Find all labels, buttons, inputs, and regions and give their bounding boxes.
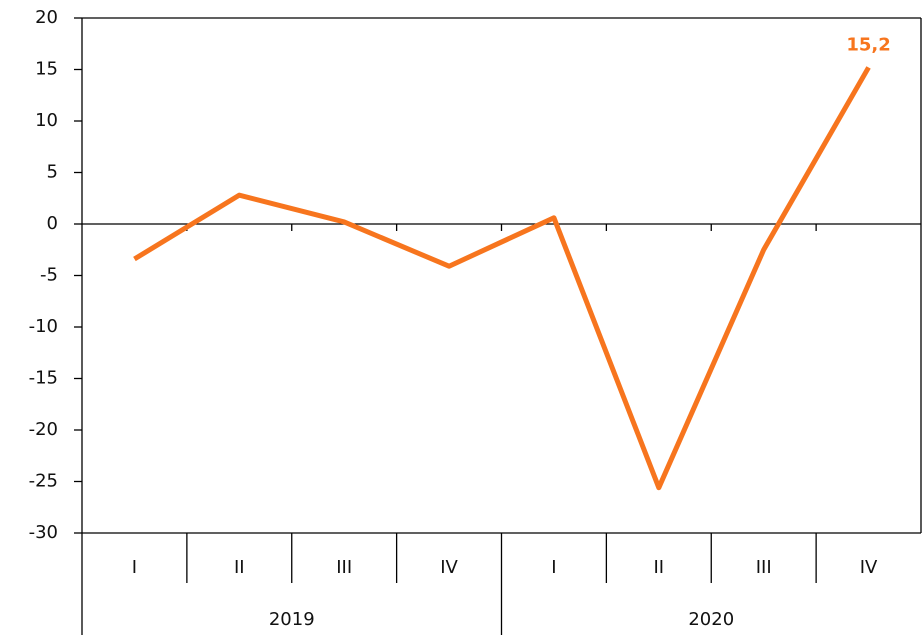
x-tick-label: I [132,557,137,578]
x-tick-label: II [234,557,245,578]
data-label: 15,2 [846,34,890,55]
y-tick-label: 10 [35,110,58,131]
y-tick-label: 5 [47,162,58,183]
y-tick-label: -20 [29,419,58,440]
group-label: 2019 [269,609,315,630]
y-tick-label: 15 [35,59,58,80]
y-tick-label: -30 [29,522,58,543]
x-tick-label: III [756,557,772,578]
y-tick-label: -5 [40,265,58,286]
y-tick-label: 0 [47,213,58,234]
x-tick-label: IV [440,557,458,578]
y-tick-label: 20 [35,7,58,28]
x-tick-label: I [551,557,556,578]
x-tick-label: IV [860,557,878,578]
group-label: 2020 [688,609,734,630]
y-tick-label: -10 [29,316,58,337]
line [133,66,871,491]
x-tick-label: II [654,557,665,578]
y-tick-label: -25 [29,471,58,492]
x-tick-label: III [336,557,352,578]
y-tick-label: -15 [29,368,58,389]
